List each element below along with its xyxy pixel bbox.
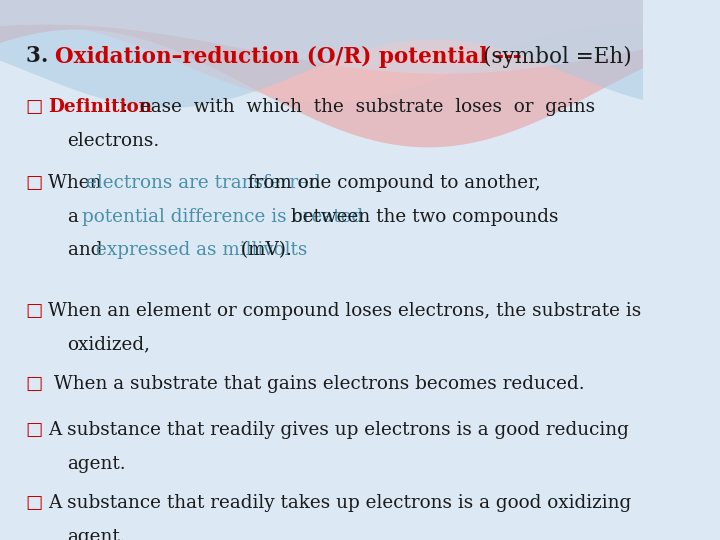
Text: 3.: 3. bbox=[26, 45, 55, 68]
PathPatch shape bbox=[0, 0, 707, 108]
Text: When: When bbox=[48, 174, 107, 192]
Text: (symbol =Eh): (symbol =Eh) bbox=[483, 45, 632, 68]
Text: agent.: agent. bbox=[68, 528, 126, 540]
Text: When a substrate that gains electrons becomes reduced.: When a substrate that gains electrons be… bbox=[48, 375, 585, 393]
Text: expressed as millivolts: expressed as millivolts bbox=[96, 241, 308, 259]
Text: electrons are transferred: electrons are transferred bbox=[86, 174, 320, 192]
Text: agent.: agent. bbox=[68, 455, 126, 473]
Text: oxidized,: oxidized, bbox=[68, 335, 150, 354]
Text: and: and bbox=[68, 241, 108, 259]
Text: □: □ bbox=[26, 174, 43, 192]
Text: When an element or compound loses electrons, the substrate is: When an element or compound loses electr… bbox=[48, 302, 642, 320]
Text: potential difference is created: potential difference is created bbox=[82, 208, 364, 226]
Text: a: a bbox=[68, 208, 84, 226]
Text: Definition: Definition bbox=[48, 98, 153, 116]
Text: □: □ bbox=[26, 375, 43, 393]
PathPatch shape bbox=[0, 0, 707, 103]
Text: :  ease  with  which  the  substrate  loses  or  gains: : ease with which the substrate loses or… bbox=[122, 98, 595, 116]
Text: between the two compounds: between the two compounds bbox=[285, 208, 558, 226]
Text: Oxidation–reduction (O/R) potential ---: Oxidation–reduction (O/R) potential --- bbox=[55, 45, 521, 68]
Text: (mV).: (mV). bbox=[235, 241, 292, 259]
Text: □: □ bbox=[26, 494, 43, 512]
Text: □: □ bbox=[26, 98, 43, 116]
Text: □: □ bbox=[26, 422, 43, 440]
Text: from one compound to another,: from one compound to another, bbox=[243, 174, 541, 192]
PathPatch shape bbox=[0, 0, 707, 73]
Text: A substance that readily gives up electrons is a good reducing: A substance that readily gives up electr… bbox=[48, 422, 629, 440]
Text: electrons.: electrons. bbox=[68, 132, 160, 150]
PathPatch shape bbox=[0, 0, 707, 147]
Text: □: □ bbox=[26, 302, 43, 320]
Text: A substance that readily takes up electrons is a good oxidizing: A substance that readily takes up electr… bbox=[48, 494, 631, 512]
